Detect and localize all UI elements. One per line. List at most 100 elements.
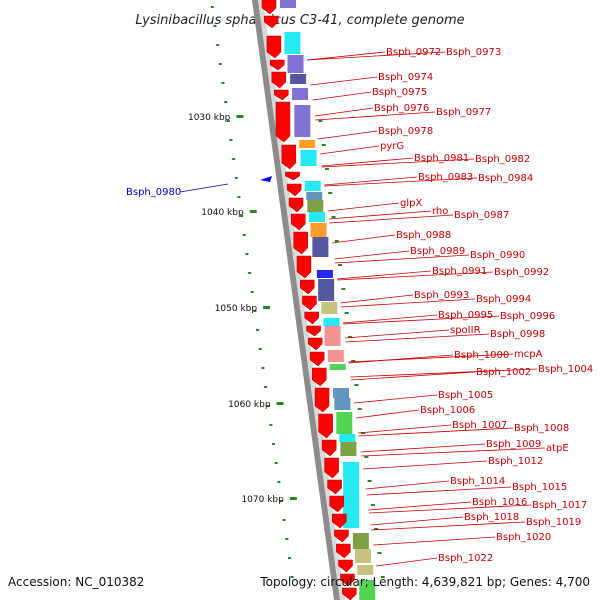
gene-label: Bsph_1009 [486, 439, 541, 450]
label-leader-line [340, 294, 414, 304]
tick-track: 1030 kbp 1040 kbp 1050 kbp 1060 kbp 1070 kbp [188, 113, 297, 505]
label-leader-line [360, 443, 486, 453]
gc-dot [351, 360, 356, 362]
gene-arrow [271, 71, 287, 89]
gene-label: Bsph_1012 [488, 456, 543, 467]
label-leader-line [373, 536, 496, 546]
gene-arrow [269, 59, 285, 71]
label-leader-line [324, 176, 418, 186]
gene-label: Bsph_0978 [378, 126, 433, 137]
label-leader-line [321, 157, 414, 167]
gene-arrow [309, 351, 325, 367]
gene-arrow [334, 529, 349, 543]
cog-block [292, 88, 309, 100]
gene-label: Bsph_1022 [438, 553, 493, 564]
cog-block [304, 181, 321, 191]
gc-dot [210, 6, 214, 8]
tick-mark [276, 402, 284, 405]
cog-block [359, 580, 376, 600]
cog-block [310, 223, 327, 237]
cog-block [333, 388, 350, 398]
gene-label: Bsph_1006 [420, 405, 475, 416]
gc-dot [232, 158, 236, 160]
gc-dot [328, 192, 333, 194]
label-leader-line [348, 353, 514, 363]
gene-label: Bsph_1002 [476, 367, 531, 378]
cog-block [312, 237, 329, 257]
tick-mark [249, 210, 257, 213]
label-leader-line [361, 447, 546, 457]
cog-block [339, 434, 356, 442]
gc-dot [377, 552, 382, 554]
minus-strand-gene-marker [260, 176, 272, 182]
tick-label: 1070 kbp [241, 495, 284, 505]
gene-label: Bsph_1017 [532, 500, 587, 511]
gc-dot [213, 25, 217, 27]
gene-label: Bsph_1016 [472, 497, 527, 508]
label-leader-line [329, 214, 454, 224]
label-leader-line [321, 158, 475, 168]
gene-label: Bsph_0972 [386, 47, 441, 58]
label-leader-line [337, 271, 494, 281]
gc-dot [338, 264, 343, 266]
gc-dot [226, 120, 230, 122]
cog-block [316, 270, 333, 278]
cog-track [280, 0, 376, 600]
gc-dot [380, 576, 385, 578]
label-leader-line [370, 516, 464, 526]
cog-block [340, 442, 357, 456]
cog-block [300, 150, 317, 166]
gc-dot [334, 240, 339, 242]
gene-label: Bsph_0982 [475, 154, 530, 165]
gene-label: Bsph_1018 [464, 512, 519, 523]
label-leader-line [350, 368, 538, 378]
gene-arrow [312, 367, 327, 387]
gene-label: glpX [400, 198, 422, 209]
map-title: Lysinibacillus sphaericus C3-41, complet… [135, 13, 464, 28]
label-leader-line [345, 329, 450, 339]
gc-dot [282, 519, 286, 521]
gene-label: Bsph_0984 [478, 173, 533, 184]
gene-label: Bsph_0992 [494, 267, 549, 278]
gene-label: Bsph_1007 [452, 420, 507, 431]
gene-arrow [321, 439, 337, 457]
label-leader-line [179, 183, 229, 193]
gene-label: Bsph_0994 [476, 294, 531, 305]
gene-arrow [340, 573, 355, 587]
gc-dot [264, 386, 268, 388]
gene-label: spoIIR [450, 325, 481, 336]
gene-arrow [285, 171, 300, 181]
label-leader-line [340, 298, 476, 308]
gene-arrow [274, 89, 289, 101]
gene-label: atpE [546, 443, 569, 454]
cog-block [357, 565, 374, 575]
label-leader-line [362, 460, 488, 470]
gene-arrow [338, 559, 353, 573]
accession-text: Accession: NC_010382 [8, 575, 144, 589]
cog-block [336, 412, 353, 434]
gc-dot [370, 504, 375, 506]
label-leader-line [334, 250, 410, 260]
label-leader-line [358, 424, 452, 434]
tick-label: 1030 kbp [188, 113, 231, 123]
gc-dot [357, 408, 362, 410]
gene-label: Bsph_0983 [418, 172, 473, 183]
gene-arrow [296, 255, 312, 279]
gene-label: Bsph_0996 [500, 311, 555, 322]
gc-dot [285, 538, 289, 540]
gene-arrow [263, 15, 279, 29]
gene-label: Bsph_0976 [374, 103, 429, 114]
label-leader-line [343, 314, 438, 324]
gc-dot [261, 367, 265, 369]
cog-block [323, 318, 340, 326]
gene-label: Bsph_0989 [410, 246, 465, 257]
gene-arrow [329, 495, 345, 513]
gene-label: Bsph_0998 [490, 329, 545, 340]
gene-arrow [275, 101, 291, 143]
gene-label: Bsph_0988 [396, 230, 451, 241]
gene-label: rho [432, 206, 448, 217]
label-leader-line [327, 202, 400, 212]
gene-label: mcpA [514, 349, 543, 360]
gene-label: Bsph_1015 [512, 482, 567, 493]
cog-block [287, 55, 304, 73]
